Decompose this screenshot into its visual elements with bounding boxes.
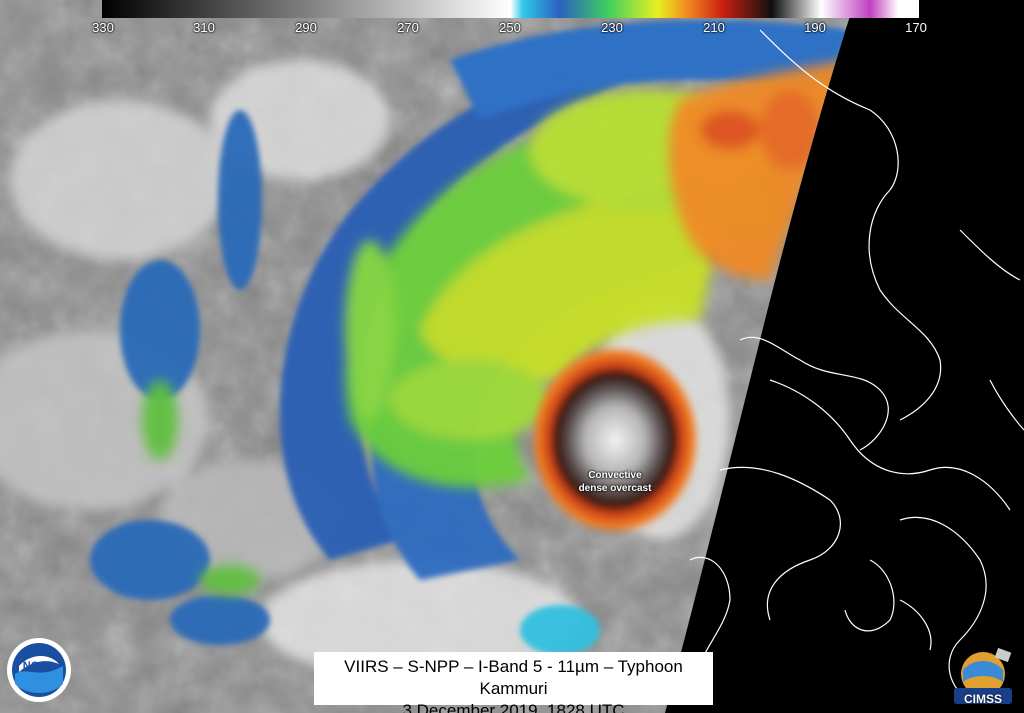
svg-text:NOAA: NOAA [23,660,55,672]
colorbar-tick: 290 [295,20,317,35]
colorbar-tick: 250 [499,20,521,35]
annotation-line1: Convective [588,470,642,481]
colorbar-ticks: 330 310 290 270 250 230 210 190 170 [0,20,1024,38]
colorbar-tick: 330 [92,20,114,35]
caption-title: VIIRS – S-NPP – I-Band 5 - 11µm – Typhoo… [344,657,683,698]
cimss-globe-icon [954,648,1012,704]
colorbar-tick: 310 [193,20,215,35]
colorbar-scale [102,0,919,18]
annotation-line2: dense overcast [578,483,652,494]
colorbar-tick: 190 [804,20,826,35]
colorbar-tick: 270 [397,20,419,35]
cimss-logo: CIMSS [948,648,1018,708]
cdo-annotation: Convective dense overcast [560,469,670,495]
colorbar-tick: 170 [905,20,927,35]
caption-date: 3 December 2019, 1828 UTC [402,701,625,713]
image-caption: VIIRS – S-NPP – I-Band 5 - 11µm – Typhoo… [314,652,713,713]
colorbar-tick: 210 [703,20,725,35]
cimss-label: CIMSS [963,692,1002,706]
noaa-logo: NOAA [7,638,71,702]
colorbar-tick: 230 [601,20,623,35]
